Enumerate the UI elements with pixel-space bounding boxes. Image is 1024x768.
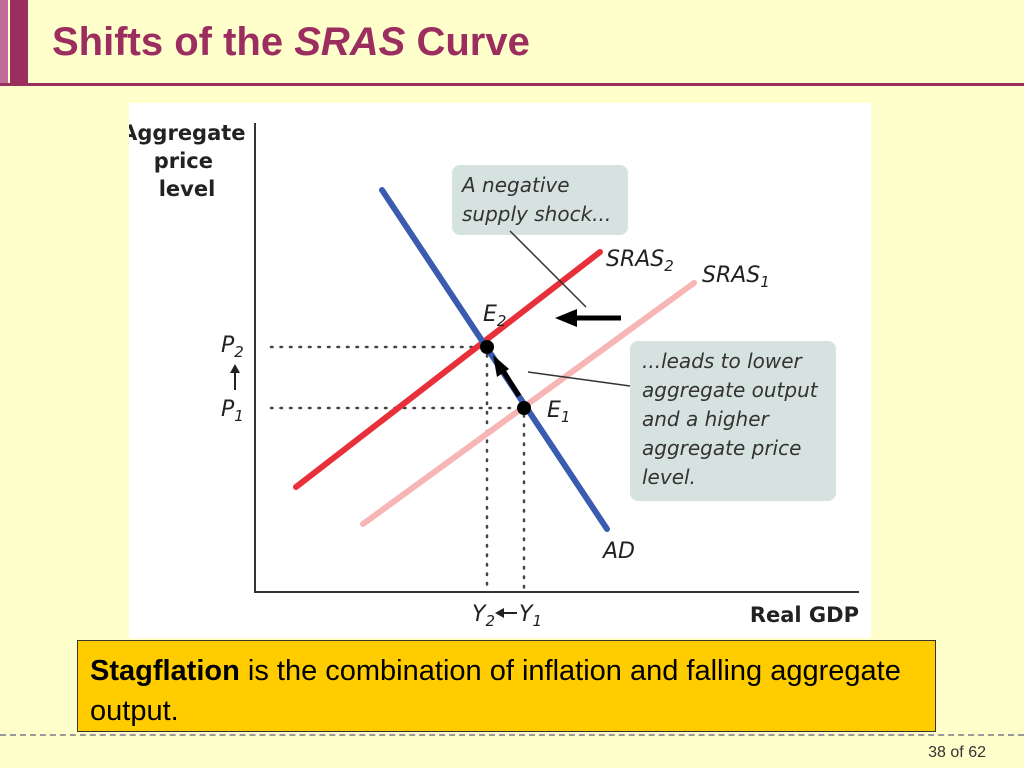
result-annotation-box bbox=[630, 341, 836, 501]
slide-title: Shifts of the SRAS Curve bbox=[52, 20, 530, 65]
e1-point bbox=[517, 401, 531, 415]
accent-stripe-dark bbox=[10, 0, 28, 84]
y-axis-label-line-1: Aggregate bbox=[129, 121, 246, 145]
shock-annotation-line-1: A negative bbox=[460, 173, 570, 197]
price-up-arrow-head bbox=[230, 364, 240, 373]
definition-text: is the combination of inflation and fall… bbox=[90, 655, 901, 727]
y1-label: Y1 bbox=[519, 602, 542, 630]
result-annotation-line-4: aggregate price bbox=[642, 436, 801, 460]
page-number: 38 of 62 bbox=[928, 744, 986, 762]
sras-shift-diagram: Aggregate price level Real GDP A negativ… bbox=[129, 103, 871, 638]
page-current: 38 bbox=[928, 744, 946, 761]
e2-point bbox=[480, 340, 494, 354]
output-left-arrow-head bbox=[495, 608, 504, 618]
e1-label: E1 bbox=[547, 398, 570, 426]
y2-label: Y2 bbox=[472, 602, 495, 630]
result-leader-line bbox=[527, 371, 631, 387]
title-emphasis: SRAS bbox=[294, 20, 406, 64]
p1-label: P1 bbox=[221, 397, 244, 425]
result-annotation-line-3: and a higher bbox=[642, 407, 771, 431]
shock-annotation-line-2: supply shock... bbox=[462, 202, 611, 226]
shock-annotation-text: A negative supply shock... bbox=[460, 173, 611, 226]
shift-arrow-head bbox=[555, 309, 577, 327]
y-axis-label: Aggregate price level bbox=[129, 121, 253, 201]
page-total: 62 bbox=[968, 744, 986, 761]
sras1-label: SRAS1 bbox=[702, 263, 770, 291]
title-underline bbox=[0, 83, 1024, 86]
y-axis-label-line-2: price bbox=[154, 149, 213, 173]
shock-annotation-box bbox=[452, 165, 628, 235]
e2-label: E2 bbox=[483, 302, 506, 330]
result-annotation-line-5: level. bbox=[642, 465, 696, 489]
movement-arrow-shaft bbox=[499, 367, 522, 398]
result-annotation-line-2: aggregate output bbox=[642, 378, 819, 402]
result-annotation-text: ...leads to lower aggregate output and a… bbox=[642, 349, 824, 489]
title-prefix: Shifts of the bbox=[52, 20, 295, 64]
diagram-svg: Aggregate price level Real GDP A negativ… bbox=[129, 121, 859, 630]
x-axis-label: Real GDP bbox=[750, 603, 859, 627]
footer-dashed-divider bbox=[0, 734, 1024, 736]
page-of: of bbox=[950, 744, 964, 761]
title-accent-bar bbox=[0, 0, 34, 84]
p2-label: P2 bbox=[221, 333, 244, 361]
accent-stripe-light bbox=[0, 0, 8, 84]
movement-arrow-head bbox=[493, 355, 509, 377]
sras2-curve bbox=[293, 249, 603, 490]
title-suffix: Curve bbox=[405, 20, 530, 64]
result-annotation-line-1: ...leads to lower bbox=[642, 349, 804, 373]
ad-label: AD bbox=[601, 539, 635, 564]
y-axis-label-line-3: level bbox=[159, 177, 216, 201]
stagflation-definition-box: Stagflation is the combination of inflat… bbox=[77, 640, 936, 732]
sras2-label: SRAS2 bbox=[606, 247, 674, 275]
definition-term: Stagflation bbox=[90, 655, 240, 687]
shock-leader-line bbox=[509, 230, 587, 308]
